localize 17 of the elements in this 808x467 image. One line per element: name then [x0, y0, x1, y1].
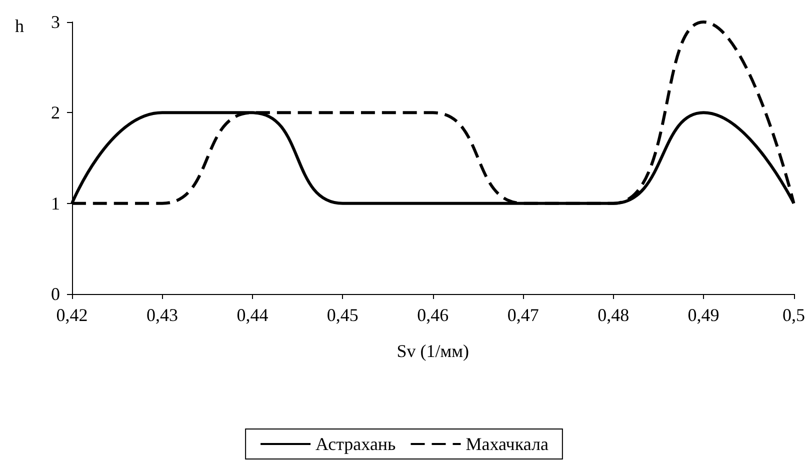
x-tick-label: 0,47	[507, 305, 539, 325]
y-axis-title: h	[15, 16, 24, 36]
y-tick-label: 3	[51, 12, 60, 32]
x-tick-label: 0,5	[782, 305, 805, 325]
x-tick-label: 0,49	[688, 305, 720, 325]
legend-label: Астрахань	[316, 434, 396, 454]
y-tick-label: 0	[51, 284, 60, 304]
x-tick-label: 0,44	[236, 305, 268, 325]
legend-label: Махачкала	[466, 434, 548, 454]
x-tick-label: 0,45	[326, 305, 358, 325]
y-tick-label: 2	[51, 102, 60, 123]
x-tick-label: 0,48	[598, 305, 630, 325]
x-tick-label: 0,42	[56, 305, 88, 325]
x-tick-label: 0,43	[146, 305, 178, 325]
y-tick-label: 1	[51, 193, 60, 214]
x-axis-title: Sv (1/мм)	[396, 341, 470, 361]
x-tick-label: 0,46	[417, 305, 449, 325]
